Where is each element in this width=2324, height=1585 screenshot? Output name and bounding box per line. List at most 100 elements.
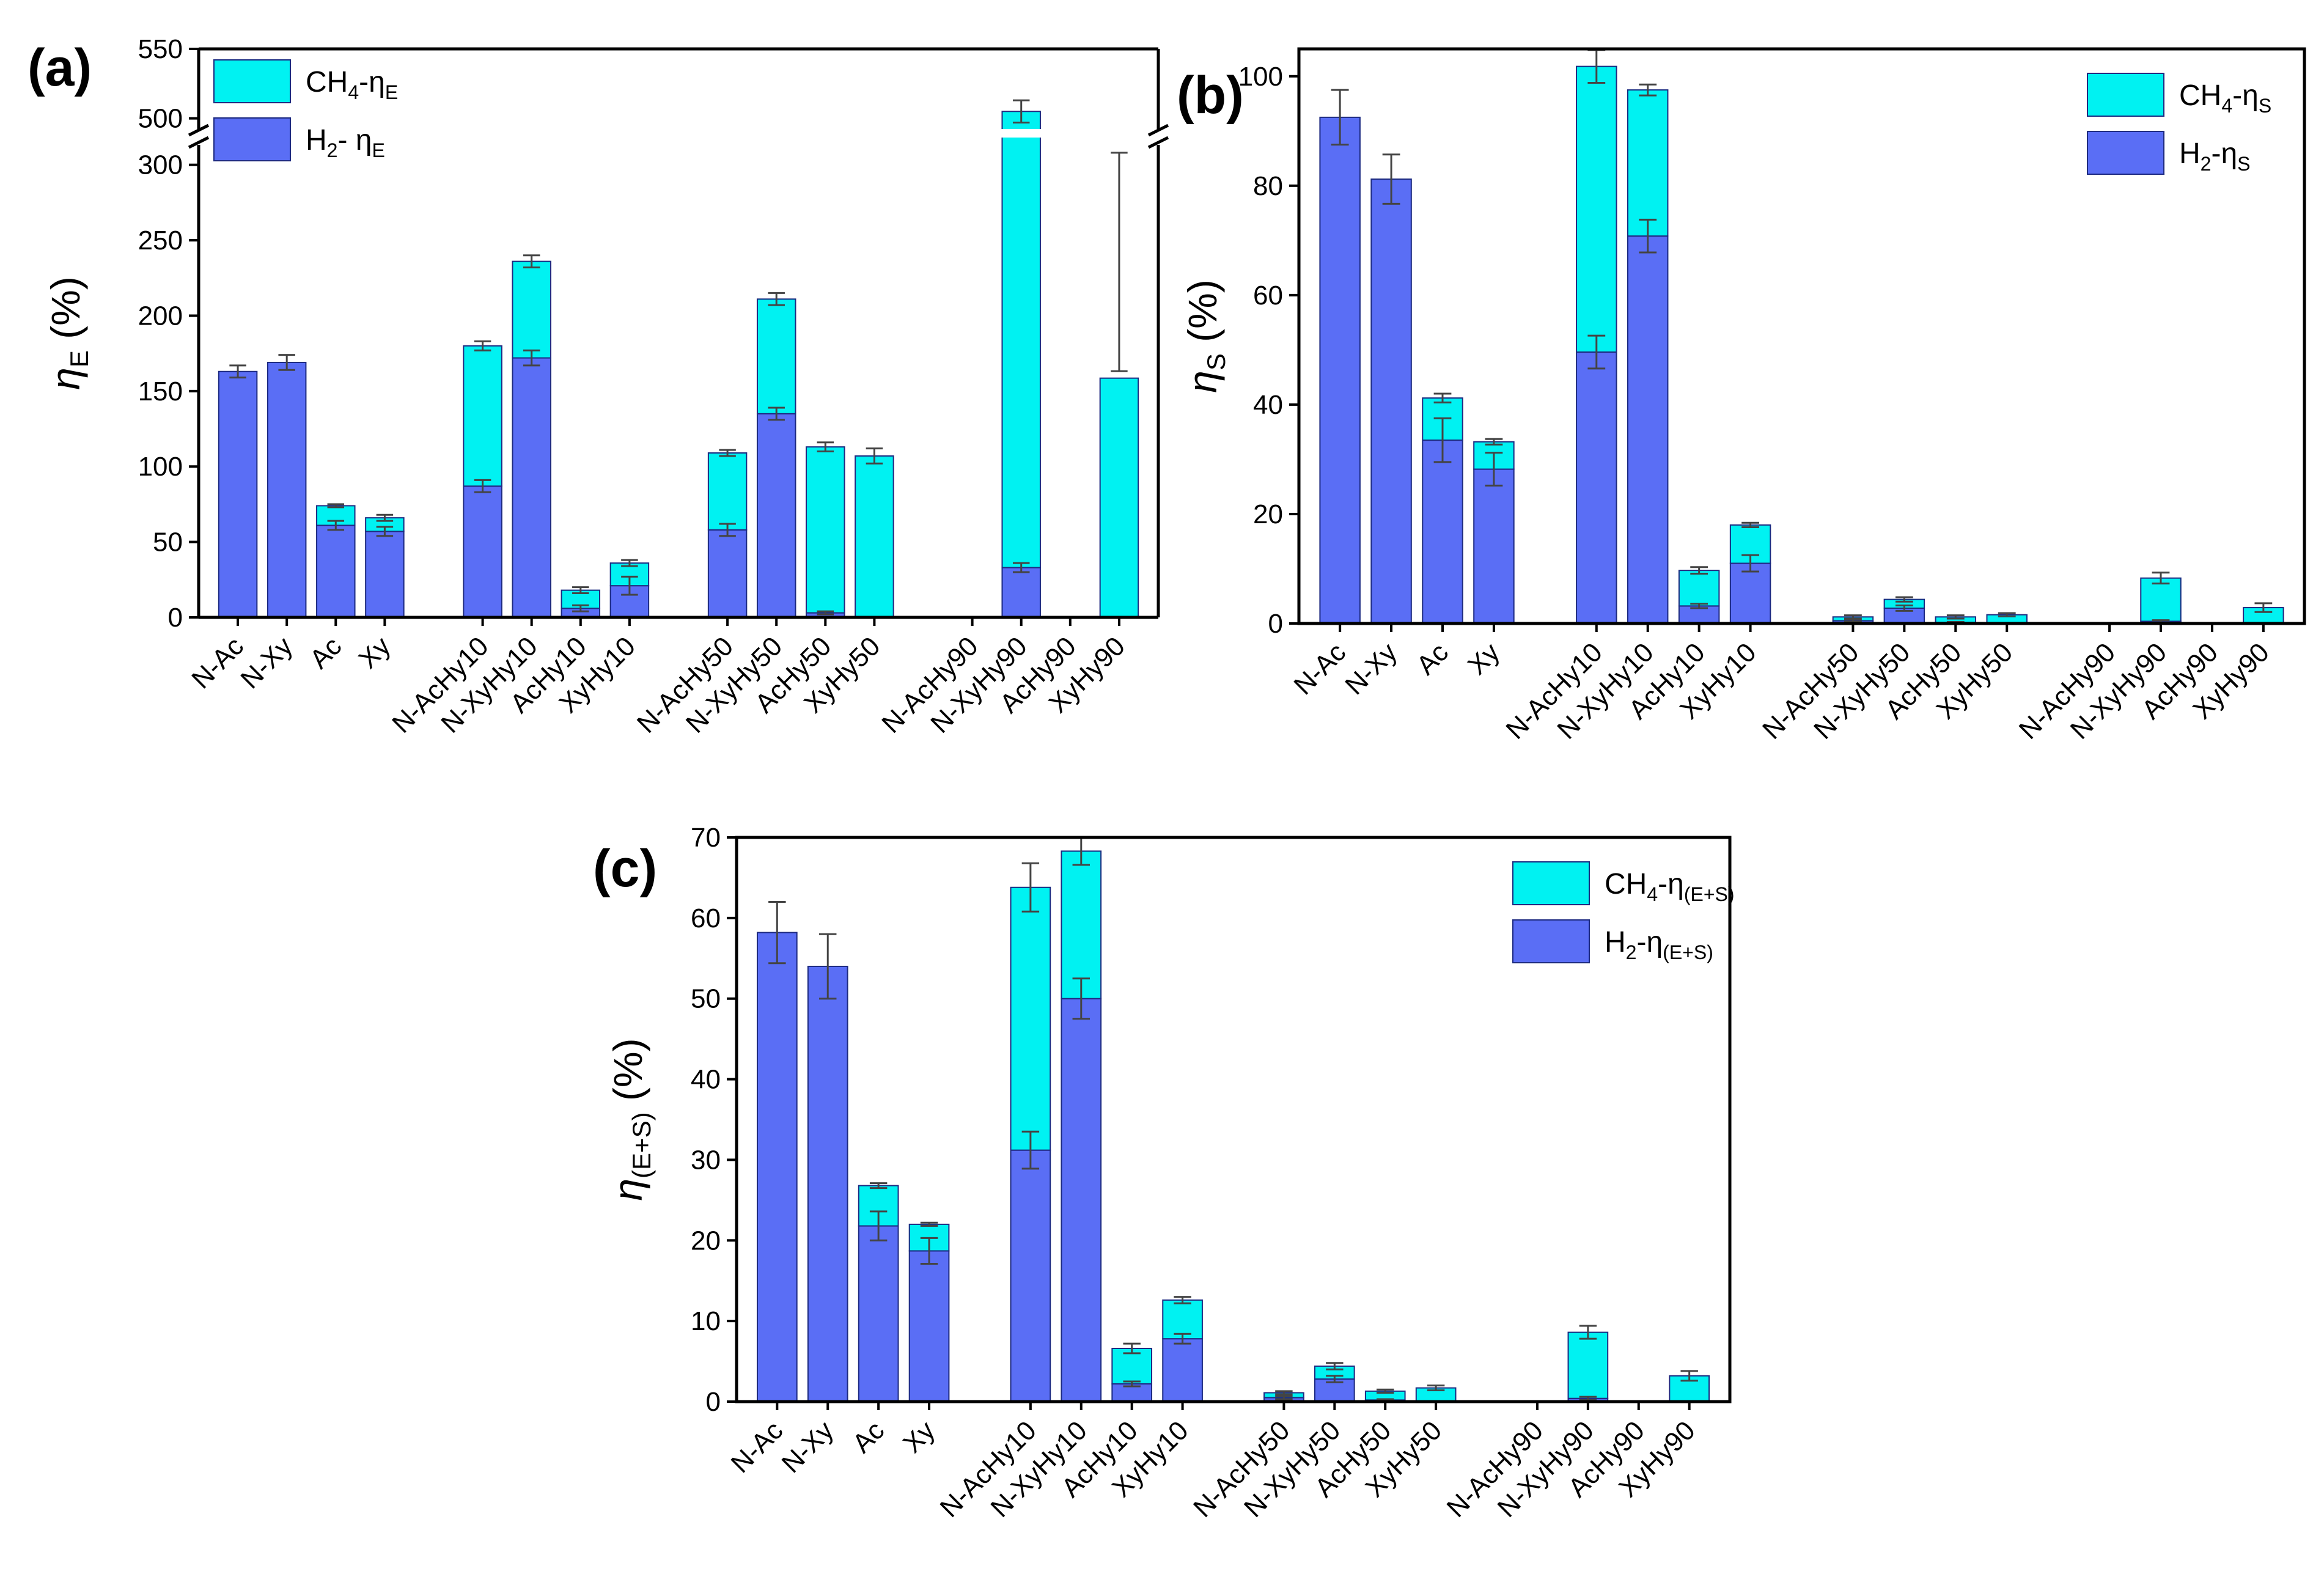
y-tick-label-b: 100: [1238, 62, 1283, 92]
legend-text-sub2: E: [385, 81, 398, 103]
legend-text-sub2: S: [2259, 95, 2271, 117]
bar-h2-a-4: [463, 485, 502, 618]
x-tick-label-b-1: N-Xy: [1339, 637, 1403, 701]
plot-frame-c: [735, 836, 1732, 1403]
break-mark-a-1-a: [1147, 123, 1169, 137]
y-tick-label-b: 20: [1253, 499, 1283, 529]
bar-h2-c-2: [858, 1225, 899, 1402]
legend-text-rest: -η: [359, 66, 385, 98]
legend-text-sub: 2: [2201, 153, 2212, 175]
panel-label-a: (a): [28, 39, 92, 97]
bar-h2-a-3: [365, 531, 405, 618]
y-tick-label-c: 60: [691, 903, 721, 933]
bar-h2-b-3: [1473, 468, 1515, 624]
bar-h2-a-13: [1001, 567, 1041, 618]
legend-text-base: CH: [2179, 79, 2221, 112]
bar-ch4-b-6: [1678, 570, 1720, 607]
bar-h2-b-5: [1627, 235, 1669, 624]
y-axis-title-symbol: η: [605, 1179, 650, 1201]
legend-text-base: H: [1605, 926, 1626, 958]
bar-break-strip-a-15: [1098, 129, 1140, 138]
legend-text-sub: 4: [1647, 883, 1658, 905]
y-axis-title-unit: (%): [605, 1038, 650, 1112]
x-tick-label-a-3: Xy: [353, 631, 396, 674]
bar-h2-a-0: [218, 370, 258, 618]
y-tick-label-b: 80: [1253, 171, 1283, 201]
y-axis-title-subscript: E: [65, 350, 94, 367]
bar-h2-a-2: [316, 524, 356, 618]
x-tick-label-b-0: N-Ac: [1288, 637, 1351, 701]
bar-h2-b-0: [1319, 116, 1361, 624]
bar-ch4-c-7: [1162, 1299, 1203, 1340]
x-tick-label-c-0: N-Ac: [726, 1415, 789, 1479]
y-tick-label-b: 40: [1253, 390, 1283, 420]
y-tick-label-c: 10: [691, 1306, 721, 1336]
y-axis-title-b: ηS (%): [1180, 279, 1230, 393]
bar-ch4-a-13: [1001, 111, 1041, 568]
legend-label-c-0: CH4-η(E+S): [1605, 868, 1735, 905]
y-tick-label-a: 550: [138, 34, 183, 64]
bar-ch4-a-15: [1099, 377, 1139, 618]
legend-label-c-1: H2-η(E+S): [1605, 926, 1713, 963]
bar-h2-b-2: [1422, 439, 1463, 624]
legend-label-b-1: H2-ηS: [2179, 138, 2251, 175]
bar-h2-c-3: [908, 1250, 950, 1402]
legend-text-rest: -η: [2232, 79, 2259, 112]
bar-ch4-c-5: [1061, 850, 1102, 999]
y-tick-label-a: 500: [138, 104, 183, 134]
bar-h2-b-1: [1370, 178, 1412, 625]
x-tick-label-c-2: Ac: [847, 1415, 890, 1458]
bar-h2-c-5: [1061, 998, 1102, 1402]
y-tick-label-c: 30: [691, 1145, 721, 1175]
legend-label-a-0: CH4-ηE: [306, 66, 398, 103]
bar-h2-a-5: [512, 357, 551, 618]
y-axis-title-unit: (%): [43, 276, 88, 350]
y-tick-label-a: 100: [138, 452, 183, 482]
bar-h2-c-4: [1010, 1149, 1051, 1402]
y-axis-title-c: η(E+S) (%): [605, 1038, 656, 1201]
legend-text-sub2: (E+S): [1684, 883, 1735, 905]
legend-swatch-c-0: [1512, 861, 1590, 905]
legend-text-rest: -η: [1636, 926, 1663, 958]
legend-text-sub2: S: [2237, 153, 2250, 175]
bar-ch4-a-5: [512, 260, 551, 359]
break-mark-a-0-a: [188, 123, 210, 137]
legend-text-base: H: [306, 124, 327, 156]
legend-text-base: CH: [306, 66, 348, 98]
legend-text-sub2: E: [372, 139, 384, 161]
y-axis-title-symbol: η: [43, 367, 88, 390]
x-tick-label-a-0: N-Ac: [186, 631, 249, 694]
legend-text-sub: 2: [1626, 941, 1637, 963]
bar-ch4-a-9: [756, 298, 796, 414]
bar-h2-c-7: [1162, 1338, 1203, 1402]
y-tick-label-a: 200: [138, 301, 183, 331]
panel-label-c: (c): [593, 839, 657, 898]
bar-ch4-c-13: [1567, 1331, 1609, 1399]
bar-ch4-a-4: [463, 345, 502, 487]
legend-text-base: CH: [1605, 868, 1647, 900]
y-axis-title-subscript: (E+S): [627, 1112, 656, 1179]
y-tick-label-a: 300: [138, 150, 183, 180]
bar-break-strip-a-13: [1001, 129, 1042, 138]
legend-label-a-1: H2- ηE: [306, 124, 385, 161]
x-tick-label-b-2: Ac: [1411, 637, 1454, 680]
plot-frame-b: [1297, 47, 2306, 625]
legend-swatch-b-1: [2087, 131, 2164, 175]
bar-h2-b-4: [1576, 351, 1617, 624]
bar-ch4-b-13: [2140, 577, 2182, 622]
y-tick-label-b: 60: [1253, 281, 1283, 311]
y-tick-label-c: 20: [691, 1226, 721, 1256]
x-tick-label-a-1: N-Xy: [235, 631, 298, 694]
bar-ch4-c-4: [1010, 886, 1051, 1151]
bar-ch4-a-10: [806, 446, 845, 614]
bar-h2-b-7: [1729, 562, 1771, 624]
y-axis-title-subscript: S: [1202, 353, 1230, 370]
bar-h2-a-9: [756, 413, 796, 619]
bar-ch4-b-5: [1627, 89, 1669, 237]
legend-swatch-b-0: [2087, 73, 2164, 117]
x-tick-label-b-3: Xy: [1462, 637, 1506, 680]
legend-text-sub: 4: [348, 81, 359, 103]
legend-label-b-0: CH4-ηS: [2179, 79, 2271, 117]
